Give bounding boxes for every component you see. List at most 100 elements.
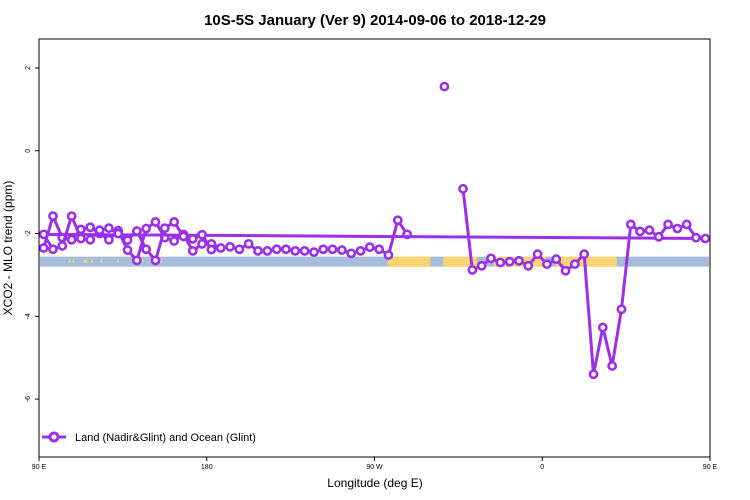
data-point <box>569 259 580 270</box>
plot-area <box>38 81 711 380</box>
land-band <box>443 256 478 267</box>
data-point <box>355 245 366 256</box>
land-spot <box>83 259 86 263</box>
data-point <box>94 225 105 236</box>
data-point <box>38 229 49 240</box>
data-point <box>197 229 207 240</box>
data-point <box>551 254 562 265</box>
data-point <box>458 183 468 194</box>
data-point <box>635 226 646 237</box>
data-point <box>560 265 571 276</box>
data-point <box>48 244 58 255</box>
land-spot <box>160 259 163 263</box>
data-point <box>281 244 291 255</box>
data-point <box>579 249 590 260</box>
data-point <box>672 223 683 234</box>
data-point <box>532 249 543 260</box>
data-point <box>122 235 133 246</box>
data-point <box>85 222 96 233</box>
data-point <box>85 234 96 245</box>
x-tick-label: 90 W <box>366 464 383 471</box>
data-point <box>169 236 180 246</box>
x-tick-label: 90 E <box>703 464 718 471</box>
y-tick-label: 2 <box>25 66 32 70</box>
data-point <box>336 245 347 255</box>
data-point <box>318 244 329 255</box>
data-point <box>607 361 618 371</box>
plot-border <box>38 38 711 458</box>
data-point <box>364 242 375 253</box>
series-line <box>42 188 707 376</box>
data-point <box>169 217 180 227</box>
data-point <box>616 304 627 315</box>
data-point <box>243 238 254 249</box>
legend-marker <box>48 431 60 443</box>
land-spot <box>117 259 120 263</box>
data-point <box>486 253 496 264</box>
x-tick-label: 0 <box>540 464 544 471</box>
data-point <box>103 223 114 234</box>
legend-entry: Land (Nadir&Glint) and Ocean (Glint) <box>75 432 256 444</box>
data-point <box>187 245 198 256</box>
chart-title: 10S-5S January (Ver 9) 2014-09-06 to 201… <box>204 12 546 29</box>
data-point <box>187 233 198 244</box>
ocean-band <box>40 256 709 267</box>
data-point <box>178 231 189 242</box>
data-point <box>523 260 534 271</box>
data-point <box>588 369 599 380</box>
data-point <box>514 255 524 266</box>
data-point <box>57 241 68 251</box>
data-point <box>467 265 478 275</box>
y-tick-label: -4 <box>25 313 32 319</box>
data-point <box>262 245 273 256</box>
data-point <box>141 244 152 255</box>
data-point <box>383 250 394 260</box>
data-point <box>197 238 207 249</box>
data-point <box>700 233 711 244</box>
data-point <box>299 245 310 256</box>
data-point <box>663 219 673 230</box>
data-point <box>653 231 664 242</box>
data-point <box>122 245 133 255</box>
data-point <box>681 219 692 230</box>
land-spot <box>141 259 144 263</box>
land-spot <box>85 259 88 263</box>
data-point <box>215 243 226 253</box>
data-point <box>439 81 450 92</box>
land-spot <box>91 259 94 263</box>
y-tick-label: 0 <box>25 149 32 153</box>
data-point <box>113 228 124 239</box>
data-point <box>691 232 701 243</box>
data-point <box>66 234 77 245</box>
land-spot <box>100 259 103 263</box>
y-tick-label: -2 <box>25 230 32 236</box>
data-point <box>38 243 49 253</box>
data-point <box>225 241 235 252</box>
land-spot <box>68 259 71 263</box>
y-axis-label: XCO2 - MLO trend (ppm) <box>1 181 15 316</box>
data-point <box>495 257 506 268</box>
data-point <box>271 244 282 255</box>
data-point <box>103 234 114 245</box>
data-point <box>374 244 385 255</box>
data-point <box>309 247 319 258</box>
land-band <box>387 256 431 267</box>
x-tick-label: 180 <box>201 464 213 471</box>
data-point <box>253 245 263 256</box>
data-point <box>597 322 608 333</box>
data-point <box>234 244 245 255</box>
data-point <box>346 248 357 259</box>
legend: Land (Nadir&Glint) and Ocean (Glint) <box>42 431 256 444</box>
data-point <box>625 219 636 230</box>
data-point <box>48 211 58 222</box>
data-point <box>131 226 142 236</box>
x-axis-label: Longitude (deg E) <box>327 476 422 490</box>
land-spot <box>72 259 75 263</box>
data-point <box>327 244 338 255</box>
axes: 90 E 180 90 W 0 90 E 2 0 -2 -4 -6 <box>25 66 718 471</box>
data-point <box>644 225 655 236</box>
data-point <box>542 259 552 270</box>
y-tick-label: -6 <box>25 396 32 402</box>
data-point <box>131 255 142 266</box>
